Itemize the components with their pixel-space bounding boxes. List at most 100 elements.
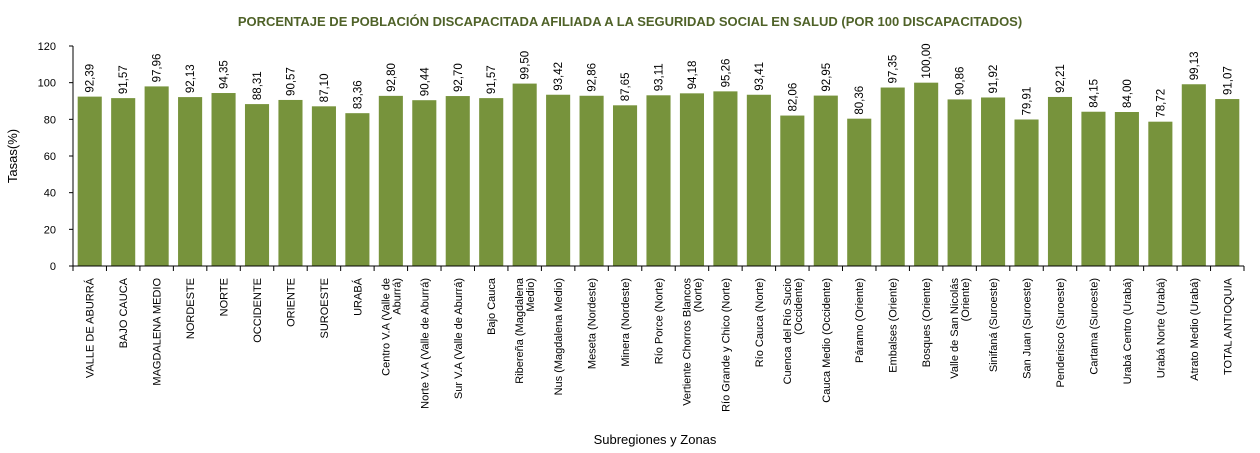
category-label: (Oriente) (960, 278, 972, 321)
y-tick-label: 20 (44, 224, 56, 236)
y-tick-label: 120 (38, 41, 56, 53)
category-label: Minera (Nordeste) (620, 278, 632, 367)
category-label: Río Grande y Chico (Norte) (720, 278, 732, 412)
bars (77, 82, 1240, 267)
value-label: 82,06 (787, 83, 799, 112)
bar (378, 95, 403, 266)
bar (746, 94, 771, 266)
y-tick-label: 0 (50, 261, 56, 273)
bar (813, 95, 838, 266)
value-label: 90,86 (955, 67, 967, 96)
bar (479, 98, 504, 266)
x-axis (72, 265, 1245, 271)
value-label: 92,86 (587, 63, 599, 92)
value-label: 83,36 (352, 80, 364, 109)
bar (1081, 111, 1106, 266)
category-label: Páramo (Oriente) (854, 278, 866, 363)
value-label: 80,36 (854, 86, 866, 115)
bar (713, 91, 738, 267)
bar (981, 97, 1006, 266)
value-label: 97,35 (888, 55, 900, 84)
value-label: 79,91 (1022, 87, 1034, 116)
y-tick-label: 80 (44, 114, 56, 126)
category-label: Ribereña (Magdalena (514, 277, 526, 384)
bar (311, 106, 336, 266)
bar (1215, 99, 1240, 266)
bar (780, 115, 805, 266)
category-label: Atrato Medio (Urabá) (1189, 278, 1201, 381)
category-label: Sur V.A (Valle de Aburrá) (453, 278, 465, 399)
bar (445, 96, 470, 266)
category-label: San Juan (Suroeste) (1022, 278, 1034, 379)
category-label: Bosques (Oriente) (921, 278, 933, 367)
category-label: Urabá Centro (Urabá) (1122, 278, 1134, 384)
bar (111, 98, 136, 266)
value-label: 84,15 (1088, 79, 1100, 108)
category-label: VALLE DE ABURRÁ (84, 277, 97, 378)
category-label: Urabá Norte (Urabá) (1155, 278, 1167, 378)
category-labels: VALLE DE ABURRÁ BAJO CAUCA MAGDALENA MEDIO… (84, 277, 1235, 412)
x-axis-title: Subregiones y Zonas (594, 432, 717, 447)
bar (1181, 84, 1206, 267)
bar (512, 83, 537, 266)
bar (144, 86, 169, 266)
value-label: 90,44 (419, 67, 431, 96)
value-label: 91,92 (988, 65, 1000, 94)
bar (947, 99, 972, 266)
y-axis: 0 20 40 60 80 100 120 (38, 41, 74, 273)
bar (646, 95, 671, 266)
value-label: 92,95 (821, 63, 833, 92)
value-label: 91,57 (486, 65, 498, 94)
category-label: NORTE (219, 278, 231, 316)
category-label: Embalses (Oriente) (888, 278, 900, 373)
category-label: Cartama (Suroeste) (1088, 278, 1100, 375)
bar (412, 100, 437, 267)
value-label: 92,21 (1055, 64, 1067, 93)
category-label: Nus (Magdalena Medio) (553, 278, 565, 395)
category-label: BAJO CAUCA (118, 277, 130, 348)
bar (679, 93, 705, 266)
bar (546, 94, 571, 266)
category-label: Aburrá) (391, 278, 403, 315)
bar (1148, 121, 1173, 267)
y-axis-title: Tasas(%) (5, 129, 20, 183)
value-label: 93,42 (553, 62, 565, 91)
value-label: 92,70 (453, 63, 465, 92)
value-label: 92,80 (386, 63, 398, 92)
bar (847, 118, 872, 266)
value-labels: 92,39 91,57 97,96 92,13 94,35 88,31 90,57 87,10… (85, 43, 1235, 117)
category-label: Cuenca del Río Sucio (782, 278, 794, 384)
value-label: 91,07 (1222, 66, 1234, 95)
bar (77, 96, 102, 266)
bar (880, 87, 905, 267)
bar (1014, 119, 1039, 266)
category-label: TOTAL ANTIOQUIA (1222, 277, 1234, 375)
bar (1047, 96, 1073, 266)
value-label: 87,65 (620, 73, 632, 102)
value-label: 91,57 (118, 65, 130, 94)
value-label: 84,00 (1122, 79, 1134, 108)
y-tick-label: 40 (44, 188, 56, 200)
bar (278, 99, 303, 266)
category-label: ORIENTE (285, 278, 297, 327)
category-label: Norte V.A (Valle de Aburrá) (419, 278, 431, 409)
bar (1114, 112, 1139, 266)
category-label: Río Porce (Norte) (654, 278, 666, 364)
category-label: Meseta (Nordeste) (587, 278, 599, 369)
category-label: Río Cauca (Norte) (754, 278, 766, 367)
bar (345, 113, 370, 266)
category-label: Bajo Cauca (486, 277, 498, 335)
value-label: 100,00 (921, 43, 933, 78)
category-label: Centro V.A (Valle de (380, 278, 392, 376)
value-label: 92,39 (85, 64, 97, 93)
bar (178, 97, 203, 266)
bar (914, 82, 939, 267)
value-label: 97,96 (152, 54, 164, 83)
value-label: 95,26 (720, 59, 732, 88)
y-tick-label: 60 (44, 151, 56, 163)
category-label: NORDESTE (185, 278, 197, 339)
value-label: 94,35 (219, 60, 231, 89)
category-label: Medio) (525, 278, 537, 312)
value-label: 88,31 (252, 71, 264, 100)
category-label: Sinifaná (Suroeste) (988, 278, 1000, 372)
